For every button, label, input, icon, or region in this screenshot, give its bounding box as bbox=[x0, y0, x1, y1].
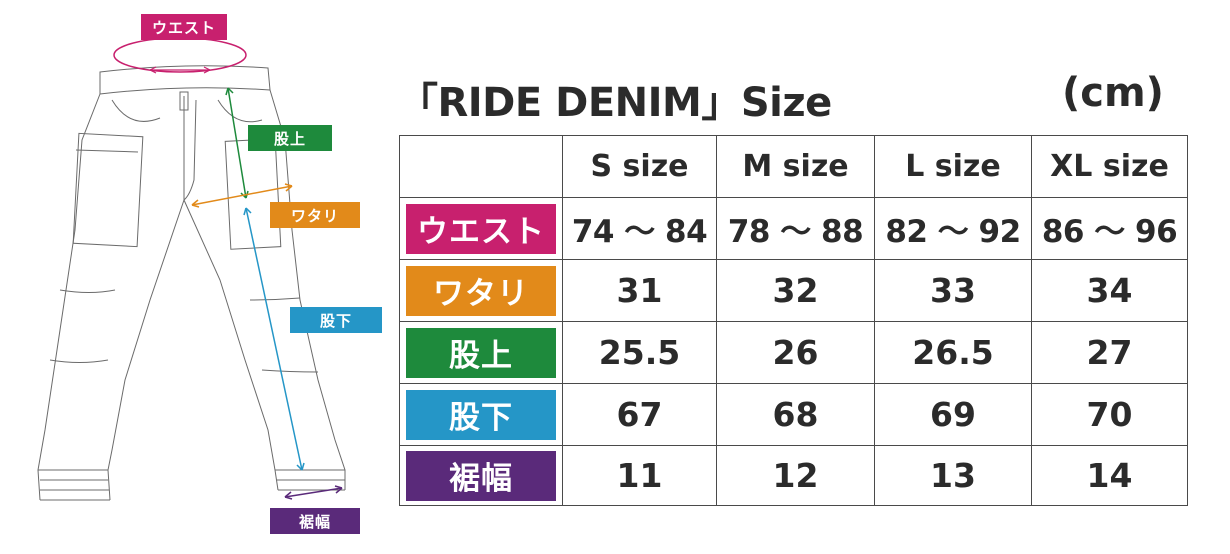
table-cell: 11 bbox=[562, 445, 717, 506]
table-cell: 68 bbox=[716, 383, 875, 446]
table-cell: 26.5 bbox=[874, 321, 1032, 384]
pants-illustration bbox=[37, 37, 346, 501]
rise-arrow bbox=[227, 87, 247, 199]
header-s-size: S size bbox=[562, 135, 717, 198]
table-cell: 33 bbox=[874, 259, 1032, 322]
table-cell: 13 bbox=[874, 445, 1032, 506]
table-cell: 70 bbox=[1031, 383, 1188, 446]
table-cell: 74 ～ 84 bbox=[562, 197, 717, 260]
table-cell: 82 ～ 92 bbox=[874, 197, 1032, 260]
table-cell: 86 ～ 96 bbox=[1031, 197, 1188, 260]
table-header-row: S size M size L size XL size bbox=[399, 135, 1188, 198]
table-cell: 32 bbox=[716, 259, 875, 322]
table-row: 裾幅 11 12 13 14 bbox=[399, 445, 1188, 506]
hem-label: 裾幅 bbox=[270, 508, 360, 534]
size-table: S size M size L size XL size ウエスト 74 ～ 8… bbox=[399, 135, 1188, 506]
table-cell: 27 bbox=[1031, 321, 1188, 384]
header-m-size: M size bbox=[716, 135, 875, 198]
row-label-rise: 股上 bbox=[406, 327, 556, 378]
header-l-size: L size bbox=[874, 135, 1032, 198]
table-cell: 34 bbox=[1031, 259, 1188, 322]
unit-label: (cm) bbox=[1062, 70, 1164, 116]
row-label-inseam: 股下 bbox=[406, 389, 556, 440]
row-label-waist: ウエスト bbox=[406, 203, 556, 254]
table-cell: 25.5 bbox=[562, 321, 717, 384]
row-label-cell: 股下 bbox=[399, 383, 563, 446]
waist-ellipse bbox=[113, 37, 247, 73]
table-cell: 31 bbox=[562, 259, 717, 322]
table-cell: 69 bbox=[874, 383, 1032, 446]
table-cell: 14 bbox=[1031, 445, 1188, 506]
table-cell: 26 bbox=[716, 321, 875, 384]
thigh-arrow bbox=[191, 185, 293, 206]
thigh-label: ワタリ bbox=[270, 202, 360, 228]
header-xl-size: XL size bbox=[1031, 135, 1188, 198]
table-row: 股下 67 68 69 70 bbox=[399, 383, 1188, 446]
inseam-arrow bbox=[245, 207, 303, 471]
row-label-cell: 股上 bbox=[399, 321, 563, 384]
table-cell: 12 bbox=[716, 445, 875, 506]
row-label-cell: ウエスト bbox=[399, 197, 563, 260]
table-row: ウエスト 74 ～ 84 78 ～ 88 82 ～ 92 86 ～ 96 bbox=[399, 197, 1188, 260]
table-cell: 78 ～ 88 bbox=[716, 197, 875, 260]
table-cell: 67 bbox=[562, 383, 717, 446]
table-row: 股上 25.5 26 26.5 27 bbox=[399, 321, 1188, 384]
row-label-hem: 裾幅 bbox=[406, 450, 556, 501]
row-label-thigh: ワタリ bbox=[406, 265, 556, 316]
size-chart-title: 「RIDE DENIM」Size bbox=[398, 80, 832, 126]
pants-diagram: ウエスト 股上 ワタリ 股下 裾幅 bbox=[0, 0, 400, 550]
row-label-cell: ワタリ bbox=[399, 259, 563, 322]
table-row: ワタリ 31 32 33 34 bbox=[399, 259, 1188, 322]
hem-arrow bbox=[284, 487, 343, 498]
row-label-cell: 裾幅 bbox=[399, 445, 563, 506]
header-empty-cell bbox=[399, 135, 563, 198]
inseam-label: 股下 bbox=[290, 307, 382, 333]
waist-label: ウエスト bbox=[141, 14, 227, 40]
rise-label: 股上 bbox=[248, 125, 332, 151]
